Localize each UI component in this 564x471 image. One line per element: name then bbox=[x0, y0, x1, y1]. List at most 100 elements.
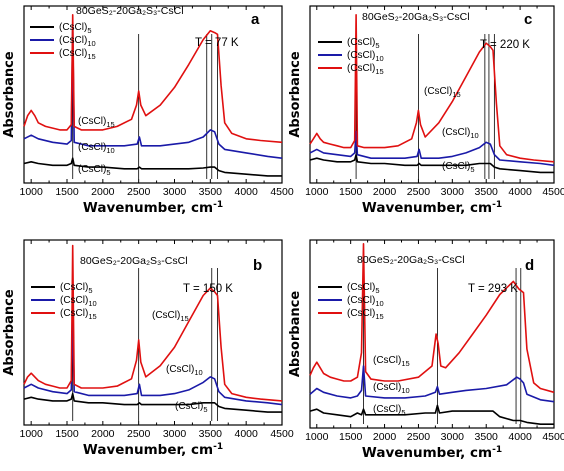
series-annotation-10-subscript: 10 bbox=[194, 368, 202, 377]
x-tick-label: 1000 bbox=[305, 431, 329, 443]
legend-label-15-subscript: 15 bbox=[375, 67, 383, 76]
series-annotation-10-text: (CsCl) bbox=[166, 364, 194, 375]
x-tick-label: 3000 bbox=[441, 186, 465, 198]
series-line-5 bbox=[309, 153, 554, 174]
series-annotation-5-subscript: 5 bbox=[470, 165, 474, 174]
x-tick-label: 2500 bbox=[407, 186, 431, 198]
composition-label: 80GeS₂-20Ga₂S₃-CsCl bbox=[362, 11, 470, 23]
legend-label-5: (CsCl)5 bbox=[60, 282, 93, 295]
series-annotation-15-text: (CsCl) bbox=[152, 310, 180, 321]
series-line-10 bbox=[23, 309, 283, 406]
series-annotation-15: (CsCl)15 bbox=[78, 116, 115, 129]
legend-label-5-text: (CsCl) bbox=[60, 282, 88, 293]
legend-label-15-subscript: 15 bbox=[88, 312, 96, 321]
legend-label-10-text: (CsCl) bbox=[59, 35, 87, 46]
x-tick-label: 2500 bbox=[407, 431, 431, 443]
x-tick-label: 1500 bbox=[339, 431, 363, 443]
temperature-label: T = 150 K bbox=[183, 283, 233, 295]
composition-label: 80GeS₂-20Ga₂S₃-CsCl bbox=[357, 254, 465, 266]
legend-label-15-text: (CsCl) bbox=[347, 63, 375, 74]
x-axis-label-superscript: -1 bbox=[492, 445, 502, 455]
panel-letter: d bbox=[525, 257, 534, 274]
panel-d: 1000 1500 2000 2500 3000 3500 4000 4500 Wavenumb… bbox=[288, 239, 564, 461]
panel-c: 1000 1500 2000 2500 3000 3500 4000 4500 Wavenumb… bbox=[288, 5, 564, 216]
series-line-10 bbox=[23, 26, 283, 159]
series-annotation-5: (CsCl)5 bbox=[442, 161, 475, 174]
legend-label-10-subscript: 10 bbox=[375, 54, 383, 63]
series-line-15 bbox=[309, 14, 555, 163]
y-axis-label: Absorbance bbox=[2, 51, 17, 137]
plot-frame bbox=[309, 5, 555, 184]
legend-label-10-text: (CsCl) bbox=[347, 50, 375, 61]
x-axis-label-superscript: -1 bbox=[213, 442, 223, 452]
legend-label-15: (CsCl)15 bbox=[59, 48, 96, 61]
x-tick-label: 3500 bbox=[475, 186, 499, 198]
legend-label-5: (CsCl)5 bbox=[347, 282, 380, 295]
x-tick-label: 2000 bbox=[91, 428, 115, 440]
series-line-10 bbox=[309, 130, 555, 167]
x-axis-label-text: Wavenumber, cm bbox=[83, 442, 213, 458]
x-axis-label-text: Wavenumber, cm bbox=[362, 200, 492, 216]
legend-label-15: (CsCl)15 bbox=[60, 308, 97, 321]
series-annotation-15-subscript: 15 bbox=[106, 120, 114, 129]
legend-label-15-text: (CsCl) bbox=[60, 308, 88, 319]
x-tick-label: 4000 bbox=[234, 428, 258, 440]
legend-label-5-subscript: 5 bbox=[375, 41, 379, 50]
legend-label-15-text: (CsCl) bbox=[59, 48, 87, 59]
series-line-15 bbox=[23, 244, 283, 402]
x-tick-label: 2000 bbox=[373, 186, 397, 198]
x-tick-label: 1500 bbox=[55, 428, 79, 440]
series-line-5 bbox=[23, 157, 282, 177]
legend-label-15: (CsCl)15 bbox=[347, 63, 384, 76]
series-line-5 bbox=[23, 392, 282, 413]
x-axis-label-text: Wavenumber, cm bbox=[83, 200, 213, 216]
series-annotation-10-text: (CsCl) bbox=[442, 127, 470, 138]
panel-letter: a bbox=[251, 11, 260, 28]
plot-frame bbox=[309, 239, 555, 429]
x-tick-label: 1500 bbox=[339, 186, 363, 198]
temperature-label: T = 220 K bbox=[480, 39, 530, 51]
series-annotation-10: (CsCl)10 bbox=[166, 364, 203, 377]
legend-label-10-subscript: 10 bbox=[375, 299, 383, 308]
x-tick-label: 1500 bbox=[55, 186, 79, 198]
legend-label-5: (CsCl)5 bbox=[347, 37, 380, 50]
series-annotation-10-subscript: 10 bbox=[401, 386, 409, 395]
legend-label-15-subscript: 15 bbox=[375, 312, 383, 321]
x-tick-label: 4000 bbox=[508, 186, 532, 198]
legend-label-5-text: (CsCl) bbox=[347, 37, 375, 48]
x-axis-label: Wavenumber, cm-1 bbox=[362, 445, 502, 461]
series-annotation-15: (CsCl)15 bbox=[373, 355, 410, 368]
series-annotation-15-text: (CsCl) bbox=[78, 116, 106, 127]
x-tick-label: 1000 bbox=[19, 186, 43, 198]
x-tick-label: 4000 bbox=[234, 186, 258, 198]
legend-label-5: (CsCl)5 bbox=[59, 22, 92, 35]
series-annotation-5-subscript: 5 bbox=[401, 408, 405, 417]
series-annotation-10-text: (CsCl) bbox=[373, 382, 401, 393]
x-axis-label: Wavenumber, cm-1 bbox=[83, 200, 223, 216]
panel-letter: c bbox=[524, 11, 532, 28]
legend-label-10: (CsCl)10 bbox=[347, 50, 384, 63]
legend-label-10-text: (CsCl) bbox=[347, 295, 375, 306]
legend-label-5-text: (CsCl) bbox=[347, 282, 375, 293]
plot-frame bbox=[23, 239, 283, 426]
legend-label-5-text: (CsCl) bbox=[59, 22, 87, 33]
legend-label-15-subscript: 15 bbox=[87, 52, 95, 61]
series-annotation-10: (CsCl)10 bbox=[78, 142, 115, 155]
series-annotation-10: (CsCl)10 bbox=[373, 382, 410, 395]
legend-label-10: (CsCl)10 bbox=[60, 295, 97, 308]
x-axis-label-text: Wavenumber, cm bbox=[362, 445, 492, 461]
series-line-10 bbox=[309, 365, 555, 403]
y-axis-label: Absorbance bbox=[288, 51, 303, 137]
x-tick-label: 3500 bbox=[199, 428, 223, 440]
series-annotation-15-text: (CsCl) bbox=[424, 86, 452, 97]
series-annotation-10-text: (CsCl) bbox=[78, 142, 106, 153]
plot-frame bbox=[23, 5, 283, 184]
x-tick-label: 2500 bbox=[127, 186, 151, 198]
series-annotation-15: (CsCl)15 bbox=[152, 310, 189, 323]
series-annotation-5-subscript: 5 bbox=[106, 168, 110, 177]
series-annotation-10-subscript: 10 bbox=[106, 146, 114, 155]
x-tick-label: 4000 bbox=[508, 431, 532, 443]
x-axis-label-superscript: -1 bbox=[213, 200, 223, 210]
series-line-5 bbox=[309, 404, 554, 426]
x-tick-label: 2000 bbox=[91, 186, 115, 198]
